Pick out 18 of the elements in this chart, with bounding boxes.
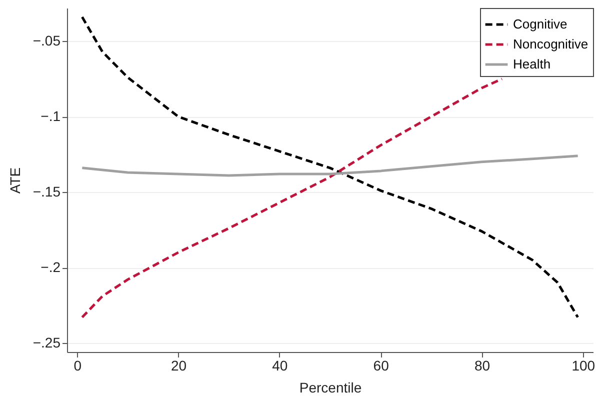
x-tick-label: 0	[74, 358, 82, 374]
legend-label: Health	[513, 56, 551, 72]
line-series	[80, 78, 504, 319]
y-axis-title: ATE	[6, 167, 23, 194]
x-tick-label: 40	[272, 358, 288, 374]
y-tick-label: −.2	[40, 259, 61, 276]
y-tick-label: −.1	[40, 108, 61, 124]
y-tick-label: −.25	[32, 334, 61, 350]
legend-label: Noncognitive	[513, 36, 588, 52]
x-tick-label: 20	[170, 358, 187, 374]
y-tick-label: −.15	[32, 184, 61, 200]
x-tick-label: 100	[572, 358, 596, 374]
y-tick-label: −.05	[32, 32, 61, 49]
x-tick-label: 80	[474, 358, 490, 374]
x-tick-label: 60	[373, 358, 390, 374]
legend-label: Cognitive	[513, 16, 568, 32]
x-axis-title: Percentile	[299, 380, 362, 396]
line-series	[80, 154, 580, 177]
